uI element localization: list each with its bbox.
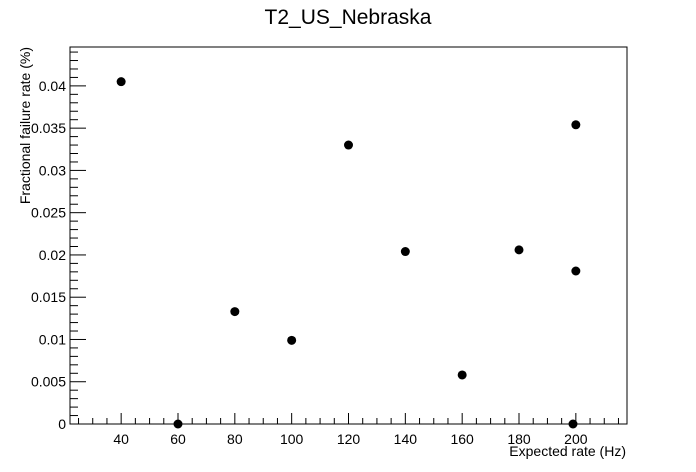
y-tick-label: 0.04 bbox=[39, 78, 66, 94]
data-point bbox=[344, 140, 353, 150]
data-point bbox=[230, 307, 240, 317]
y-tick-label: 0.035 bbox=[31, 120, 66, 136]
x-tick-label: 160 bbox=[450, 431, 474, 447]
data-point bbox=[287, 335, 297, 345]
data-point bbox=[173, 419, 183, 429]
y-axis-label: Fractional failure rate (%) bbox=[17, 47, 33, 204]
x-tick-label: 40 bbox=[113, 431, 129, 447]
data-point bbox=[400, 247, 410, 257]
x-tick-label: 180 bbox=[507, 431, 531, 447]
data-point bbox=[457, 370, 467, 380]
y-axis: 0 0.005 0.01 0.015 0.02 0.025 0.03 0.035 0.04 bbox=[31, 51, 86, 432]
y-tick-label: 0.01 bbox=[39, 331, 66, 347]
data-point bbox=[571, 120, 581, 130]
x-axis: 40 60 80 100 120 140 160 180 200 bbox=[78, 413, 619, 447]
x-tick-label: 80 bbox=[227, 431, 243, 447]
y-tick-label: 0.005 bbox=[31, 374, 66, 390]
plot-frame bbox=[69, 46, 628, 425]
x-tick-label: 60 bbox=[170, 431, 186, 447]
y-tick-label: 0.03 bbox=[39, 162, 66, 178]
y-tick-label: 0.02 bbox=[39, 247, 66, 263]
x-tick-label: 140 bbox=[394, 431, 418, 447]
x-tick-label: 120 bbox=[337, 431, 361, 447]
y-tick-label: 0 bbox=[58, 416, 66, 432]
chart-title: T2_US_Nebraska bbox=[265, 6, 432, 29]
x-tick-label: 100 bbox=[280, 431, 304, 447]
x-axis-label: Expected rate (Hz) bbox=[509, 443, 626, 459]
data-point bbox=[116, 77, 126, 87]
y-tick-label: 0.025 bbox=[31, 205, 66, 221]
x-tick-label: 200 bbox=[564, 431, 588, 447]
data-point bbox=[514, 245, 524, 255]
data-points bbox=[116, 77, 581, 429]
data-point bbox=[568, 419, 578, 429]
data-point bbox=[571, 266, 581, 276]
y-tick-label: 0.015 bbox=[31, 289, 66, 305]
